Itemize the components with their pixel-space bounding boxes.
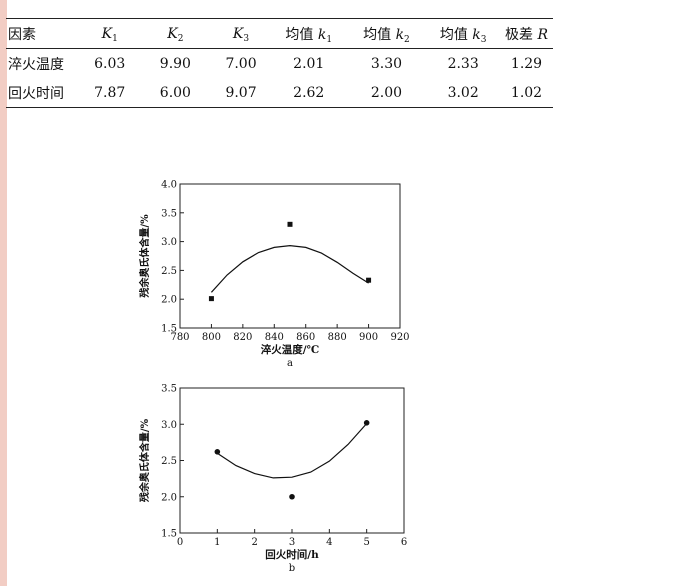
cell-k1: 2.01	[293, 55, 325, 72]
y-tick-label: 3.0	[161, 420, 177, 431]
header-k2: 均值 k2	[363, 26, 410, 45]
orthogonal-analysis-table: 因素 K1 K2 K3 均值 k1 均值 k2 均值 k3 极差 R 淬火温度 …	[6, 18, 553, 108]
fit-curve	[216, 423, 368, 479]
y-tick-label: 3.0	[161, 237, 177, 248]
table-header-row: 因素 K1 K2 K3 均值 k1 均值 k2 均值 k3 极差 R	[6, 18, 553, 49]
cell-K1: 6.03	[94, 55, 126, 72]
y-tick-label: 2.0	[161, 295, 177, 306]
x-tick-label: 860	[296, 332, 315, 343]
y-tick-label: 3.5	[161, 208, 177, 219]
data-point	[287, 221, 293, 227]
plot-frame	[179, 387, 405, 534]
orthogonal-analysis-table-container: 因素 K1 K2 K3 均值 k1 均值 k2 均值 k3 极差 R 淬火温度 …	[6, 18, 553, 108]
page-left-margin-bar	[0, 0, 7, 586]
panel-label: b	[289, 563, 295, 574]
data-point	[289, 493, 295, 500]
cell-k2: 3.30	[370, 55, 403, 72]
y-tick-label: 4.0	[161, 180, 177, 191]
cell-K2: 6.00	[159, 84, 191, 101]
y-tick-label: 2.0	[161, 492, 177, 503]
x-tick-label: 880	[328, 332, 347, 343]
cell-K3: 9.07	[225, 84, 257, 101]
header-k1: 均值 k1	[285, 26, 333, 45]
y-tick-label: 1.5	[161, 324, 177, 335]
cell-range: 1.02	[510, 84, 543, 101]
data-point	[363, 420, 370, 426]
x-tick-label: 5	[363, 537, 369, 548]
table-row: 淬火温度 6.03 9.90 7.00 2.01 3.30 2.33 1.29	[6, 49, 553, 79]
y-axis-label: 残余奥氏体含量/%	[138, 214, 151, 298]
header-K2: K2	[167, 25, 184, 44]
x-tick-label: 900	[359, 332, 378, 343]
data-point	[366, 277, 372, 283]
plot-frame	[179, 183, 401, 329]
header-range: 极差 R	[505, 26, 549, 43]
y-tick-label: 2.5	[161, 266, 177, 277]
header-factor: 因素	[8, 26, 36, 43]
chart-b-tempering-time: 0 1 2 3 4 5 6 1.5 2.0 2.5 3.0 3.5 回火时间/h 残余奥氏体含量/% b	[138, 384, 407, 575]
x-tick-label: 840	[265, 332, 284, 343]
cell-k1: 2.62	[293, 84, 325, 101]
cell-K3: 7.00	[225, 55, 257, 72]
y-tick-label: 1.5	[161, 529, 177, 540]
x-axis-label: 回火时间/h	[265, 548, 319, 561]
data-point	[208, 296, 214, 302]
x-tick-label: 6	[401, 537, 407, 548]
x-tick-label: 0	[177, 537, 183, 548]
y-axis-label: 残余奥氏体含量/%	[138, 418, 151, 502]
x-tick-label: 2	[251, 537, 257, 548]
chart-a-quench-temperature: 780 800 820 840 860 880 900 920 1.5 2.0 2.5 3.0 3.5 4…	[138, 180, 410, 370]
row-factor-name: 淬火温度	[8, 56, 64, 73]
cell-K2: 9.90	[159, 55, 191, 72]
cell-k2: 2.00	[370, 84, 403, 101]
panel-label: a	[287, 358, 293, 369]
cell-k3: 3.02	[447, 84, 479, 101]
x-tick-label: 920	[390, 332, 409, 343]
x-tick-label: 1	[214, 537, 220, 548]
x-tick-label: 3	[289, 537, 295, 548]
x-axis-label: 淬火温度/℃	[261, 343, 320, 356]
cell-range: 1.29	[510, 55, 543, 72]
x-tick-label: 4	[326, 537, 332, 548]
x-tick-label: 800	[202, 332, 221, 343]
cell-K1: 7.87	[94, 84, 126, 101]
fit-curve	[210, 244, 369, 293]
row-factor-name: 回火时间	[8, 85, 64, 102]
y-tick-label: 2.5	[161, 456, 177, 467]
header-K3: K3	[232, 25, 250, 44]
table-row: 回火时间 7.87 6.00 9.07 2.62 2.00 3.02 1.02	[6, 78, 553, 108]
y-tick-label: 3.5	[161, 384, 177, 395]
cell-k3: 2.33	[447, 55, 479, 72]
x-tick-label: 820	[233, 332, 252, 343]
header-k3: 均值 k3	[439, 26, 487, 45]
header-K1: K1	[101, 25, 118, 44]
data-point	[214, 449, 221, 455]
x-tick-label: 780	[170, 332, 189, 343]
